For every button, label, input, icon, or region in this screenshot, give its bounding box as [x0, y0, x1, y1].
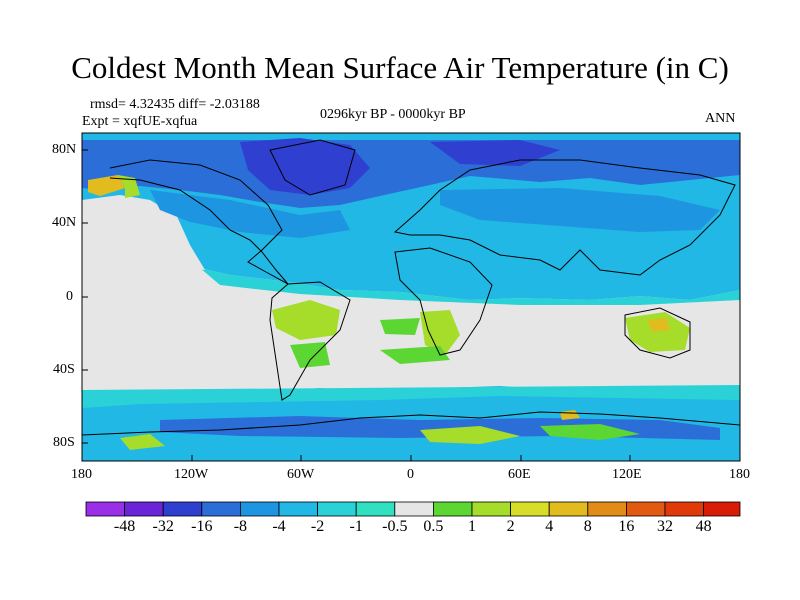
colorbar-box-14	[587, 501, 627, 517]
colorbar-box-16	[664, 501, 704, 517]
lat-label-0: 0	[66, 289, 73, 304]
lat-label-80n: 80N	[52, 142, 77, 157]
field-antarctic-warm-3	[540, 424, 640, 440]
stats-text: rmsd= 4.32435 diff= -2.03188	[90, 97, 260, 112]
field-australia-hot	[648, 318, 670, 332]
coastline-north-america	[109, 159, 289, 285]
field-antarctic-warm-1	[120, 434, 165, 450]
lon-label-180w: 180	[71, 467, 92, 482]
field-pacific-gap	[120, 200, 205, 270]
field-antarctic-warm-2	[420, 426, 520, 444]
field-amazon-warm	[272, 300, 340, 340]
field-southern-warm	[380, 346, 450, 364]
colorbar-box-2	[124, 501, 164, 517]
lon-label-120w: 120W	[174, 467, 209, 482]
colorbar-box-13	[548, 501, 589, 517]
lon-label-60e: 60E	[508, 467, 531, 482]
colorbar-box-7	[317, 501, 357, 517]
field-asia-mid	[440, 188, 720, 232]
lon-label-0: 0	[407, 467, 414, 482]
colorbar-label: 4	[545, 518, 554, 535]
field-canada-mid	[150, 190, 350, 238]
field-greenland-deep	[240, 138, 370, 195]
colorbar-label: -2	[310, 518, 325, 535]
lat-label-40n: 40N	[52, 215, 77, 230]
colorbar-label: 0.5	[423, 518, 444, 535]
colorbar-box-10	[432, 501, 473, 517]
colorbar-box-6	[278, 501, 318, 517]
colorbar-label: -16	[191, 518, 213, 535]
coastline-eurasia	[393, 159, 736, 276]
colorbar-label: -8	[233, 518, 248, 535]
colorbar-label: 8	[583, 518, 592, 535]
colorbar-label: -48	[113, 518, 136, 535]
coastline-antarctica	[82, 411, 740, 436]
colorbar-box-5	[239, 501, 280, 517]
colorbar-box-8	[355, 501, 396, 517]
colorbar-box-12	[510, 501, 550, 517]
field-north-band-light	[200, 268, 740, 305]
colorbar	[85, 501, 741, 517]
experiment-text: Expt = xqfUE-xqfua	[82, 114, 198, 129]
lat-label-80s: 80S	[53, 435, 75, 450]
colorbar-box-17	[703, 501, 741, 517]
colorbar-label: -32	[152, 518, 174, 535]
field-australia-warm	[625, 312, 690, 352]
field-atlantic-warm	[380, 318, 420, 335]
field-south-band-light	[82, 385, 740, 408]
colorbar-label: 48	[695, 518, 712, 535]
colorbar-label: 2	[506, 518, 515, 535]
axis-ticks	[81, 149, 741, 461]
lon-label-120e: 120E	[612, 467, 642, 482]
coastline-greenland	[269, 139, 356, 196]
colorbar-label: -0.5	[382, 518, 408, 535]
field-alaska-warm-rim	[118, 175, 140, 198]
colorbar-box-9	[394, 501, 434, 517]
colorbar-label: -4	[272, 518, 286, 535]
colorbar-box-15	[626, 501, 666, 517]
time-range-text: 0296kyr BP - 0000kyr BP	[320, 107, 466, 122]
lon-label-180e: 180	[729, 467, 750, 482]
colorbar-box-1	[85, 501, 125, 517]
field-alaska-warm	[88, 175, 125, 196]
coastline-south-america	[269, 281, 351, 401]
colorbar-label: 1	[468, 518, 476, 535]
coastline-australia	[624, 307, 691, 359]
season-text: ANN	[705, 111, 736, 126]
coastlines	[82, 139, 740, 436]
colorbar-box-3	[162, 501, 203, 517]
coastline-africa	[394, 247, 493, 356]
lat-label-40s: 40S	[53, 362, 75, 377]
map-title: Coldest Month Mean Surface Air Temperatu…	[71, 50, 729, 85]
colorbar-label: 32	[657, 518, 673, 535]
field-africa-warm	[420, 310, 460, 355]
lon-label-60w: 60W	[287, 467, 315, 482]
colorbar-box-4	[201, 501, 241, 517]
field-samerica-south	[290, 342, 330, 368]
colorbar-label: 16	[618, 518, 635, 535]
colorbar-box-11	[471, 501, 511, 517]
colorbar-label: -1	[349, 518, 363, 535]
